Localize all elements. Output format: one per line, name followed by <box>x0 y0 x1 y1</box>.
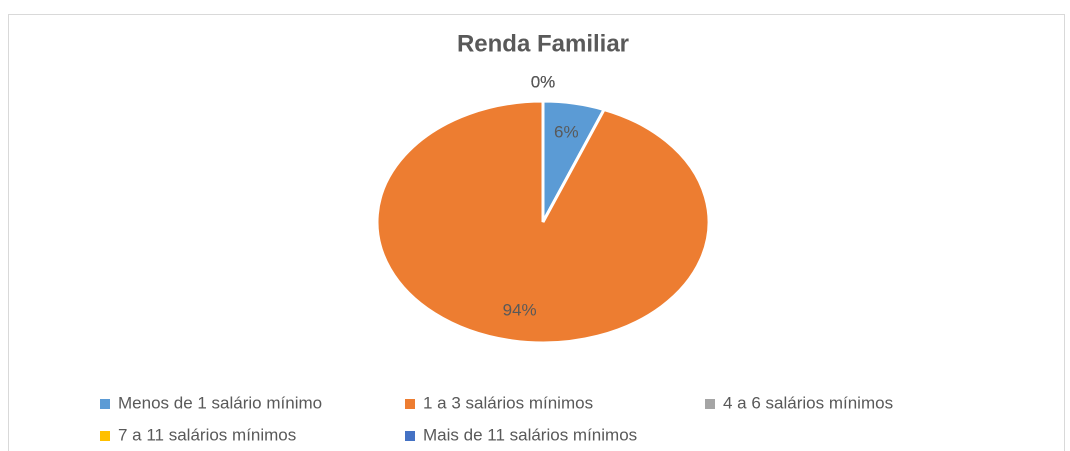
data-label: 0% <box>531 72 556 91</box>
data-label: 6% <box>554 122 579 141</box>
legend-marker <box>405 399 415 409</box>
legend-label: 4 a 6 salários mínimos <box>723 393 893 412</box>
chart-title: Renda Familiar <box>457 30 629 57</box>
legend-label: Menos de 1 salário mínimo <box>118 393 322 412</box>
legend-label: Mais de 11 salários mínimos <box>423 425 637 444</box>
data-label: 0% <box>531 72 556 91</box>
legend-marker <box>405 431 415 441</box>
data-label: 94% <box>503 301 537 320</box>
legend-label: 7 a 11 salários mínimos <box>118 425 296 444</box>
pie-slice <box>375 99 711 345</box>
legend-label: 1 a 3 salários mínimos <box>423 393 593 412</box>
legend-marker <box>100 399 110 409</box>
data-label: 0% <box>531 72 556 91</box>
legend-marker <box>705 399 715 409</box>
legend-marker <box>100 431 110 441</box>
